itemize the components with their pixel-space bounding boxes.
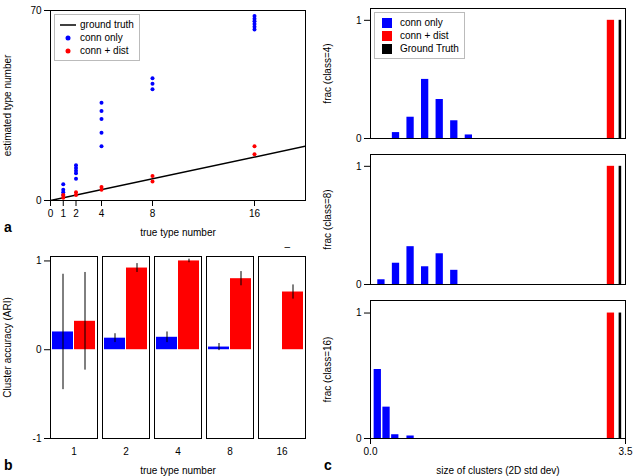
html-text:Ground Truth: Ground Truth — [400, 43, 459, 54]
svg-text:0: 0 — [356, 133, 362, 144]
svg-text:0: 0 — [48, 208, 54, 219]
svg-text:Cluster accuracy (ARI): Cluster accuracy (ARI) — [2, 297, 13, 398]
svg-text:size of clusters (2D std dev): size of clusters (2D std dev) — [436, 465, 559, 476]
svg-text:2: 2 — [123, 446, 129, 457]
svg-text:4: 4 — [99, 208, 105, 219]
svg-text:1: 1 — [356, 307, 362, 318]
svg-text:-1: -1 — [33, 433, 42, 444]
svg-text:1: 1 — [356, 15, 362, 26]
svg-text:8: 8 — [227, 446, 233, 457]
html-text:conn + dist: conn + dist — [400, 30, 449, 41]
html-text:conn only: conn only — [400, 17, 443, 28]
svg-text:frac (class=8): frac (class=8) — [322, 189, 333, 249]
svg-text:1: 1 — [36, 255, 42, 266]
html-text:ground truth: ground truth — [80, 19, 134, 30]
svg-text:0: 0 — [36, 195, 42, 206]
html-text:b: b — [4, 457, 13, 473]
svg-text:16: 16 — [249, 208, 261, 219]
svg-text:8: 8 — [150, 208, 156, 219]
html-text:conn only: conn only — [80, 32, 123, 43]
html-text:a: a — [4, 219, 12, 235]
svg-text:frac (class=16): frac (class=16) — [322, 337, 333, 403]
svg-text:0: 0 — [36, 344, 42, 355]
svg-text:1: 1 — [356, 161, 362, 172]
svg-text:0.0: 0.0 — [364, 446, 378, 457]
svg-text:true type number: true type number — [140, 227, 216, 238]
html-text:c: c — [324, 457, 332, 473]
svg-text:4: 4 — [175, 446, 181, 457]
svg-text:1: 1 — [60, 208, 66, 219]
svg-text:true type number: true type number — [140, 465, 216, 476]
svg-text:frac (class=4): frac (class=4) — [322, 43, 333, 103]
svg-text:3.5: 3.5 — [619, 446, 633, 457]
svg-text:0: 0 — [356, 279, 362, 290]
svg-text:0: 0 — [356, 433, 362, 444]
svg-text:16: 16 — [276, 446, 288, 457]
svg-text:estimated type number: estimated type number — [2, 54, 13, 156]
svg-text:2: 2 — [73, 208, 79, 219]
html-text:conn + dist: conn + dist — [80, 45, 129, 56]
svg-text:70: 70 — [30, 5, 42, 16]
svg-text:1: 1 — [71, 446, 77, 457]
